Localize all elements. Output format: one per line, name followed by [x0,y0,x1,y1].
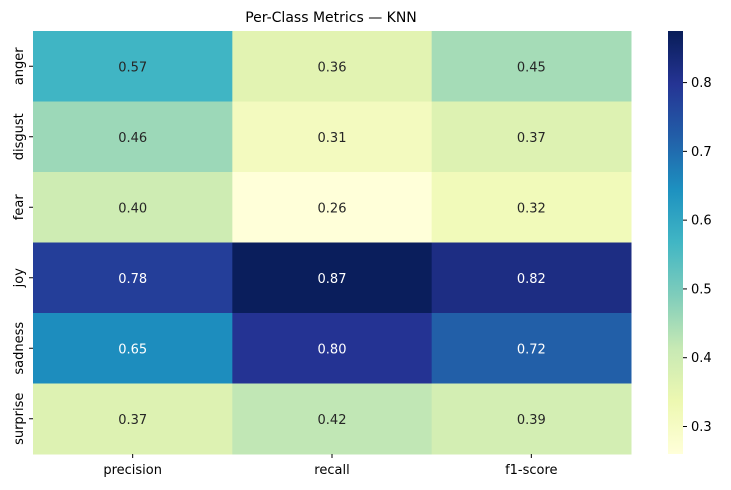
colorbar-tick-label: 0.4 [691,351,712,366]
heatmap-cell [431,172,632,243]
row-label: anger [12,47,27,85]
colorbar-tick-label: 0.8 [691,76,712,91]
heatmap-cell [33,313,233,384]
heatmap-cell-labels: 0.57 0.36 0.45 0.46 0.31 0.37 0.40 0.26 0.32 0.78… [118,60,546,428]
column-label: precision [103,463,162,478]
heatmap-cell [232,172,433,243]
colorbar-tick-label: 0.3 [691,420,712,435]
colorbar-tick-label: 0.6 [691,214,712,229]
heatmap-cell [431,31,632,102]
heatmap-cell [33,172,233,243]
row-label: sadness [12,322,27,375]
heatmap-cell [232,242,433,314]
colorbar-tick-label: 0.5 [691,282,712,297]
heatmap-cell [431,383,632,455]
heatmap-cell [232,383,433,455]
row-label: surprise [12,393,27,445]
heatmap-cell [33,242,233,314]
cell-value-label: 0.82 [517,272,546,287]
cell-value-label: 0.39 [517,413,546,428]
cell-value-label: 0.32 [517,201,546,216]
heatmap-cell [33,383,233,455]
cell-value-label: 0.37 [517,131,546,146]
row-label: fear [12,194,27,221]
cell-value-label: 0.80 [318,342,347,357]
heatmap-cell [232,313,433,384]
colorbar-ticks: 0.3 0.4 0.5 0.6 0.7 0.8 [683,76,712,435]
heatmap-cell [232,101,433,173]
row-labels: anger disgust fear joy sadness surprise [12,47,33,445]
cell-value-label: 0.46 [118,131,147,146]
cell-value-label: 0.57 [118,60,147,75]
column-label: recall [314,463,349,478]
row-label: disgust [12,113,27,160]
cell-value-label: 0.26 [318,201,347,216]
cell-value-label: 0.45 [517,60,546,75]
heatmap-cell [431,101,632,173]
column-label: f1-score [505,463,557,478]
cell-value-label: 0.40 [118,201,147,216]
cell-value-label: 0.36 [318,60,347,75]
heatmap-cell [431,242,632,314]
heatmap-cells [33,31,632,455]
column-labels: precision recall f1-score [103,454,558,478]
heatmap-cell [33,101,233,173]
colorbar-tick-label: 0.7 [691,145,712,160]
heatmap-cell [33,31,233,102]
cell-value-label: 0.42 [318,413,347,428]
cell-value-label: 0.37 [118,413,147,428]
heatmap-cell [431,313,632,384]
row-label: joy [12,268,27,289]
colorbar [668,31,683,454]
cell-value-label: 0.87 [318,272,347,287]
cell-value-label: 0.65 [118,342,147,357]
cell-value-label: 0.31 [318,131,347,146]
chart-title: Per-Class Metrics — KNN [245,10,417,26]
heatmap-cell [232,31,433,102]
cell-value-label: 0.78 [118,272,147,287]
cell-value-label: 0.72 [517,342,546,357]
